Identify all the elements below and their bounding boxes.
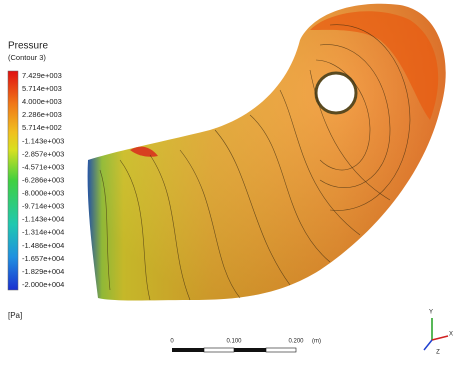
legend: Pressure (Contour 3) 7.429e+003 5.714e+00… — [8, 41, 64, 320]
screenshot: Pressure (Contour 3) 7.429e+003 5.714e+00… — [0, 0, 455, 366]
legend-label: -1.657e+004 — [22, 254, 64, 263]
legend-label: -2.857e+003 — [22, 149, 64, 158]
legend-label: 4.000e+003 — [22, 97, 62, 106]
color-bar — [8, 71, 18, 290]
legend-label: -1.143e+003 — [22, 136, 64, 145]
scale-bar: 0 0.100 0.200 (m) — [170, 339, 321, 352]
legend-label: -1.486e+004 — [22, 241, 64, 250]
legend-label: -8.000e+003 — [22, 189, 64, 198]
legend-label: 5.714e+003 — [22, 84, 62, 93]
legend-label: -1.143e+004 — [22, 215, 64, 224]
legend-subtitle: (Contour 3) — [8, 53, 46, 62]
axis-label: Z — [436, 350, 440, 356]
legend-label: 2.286e+003 — [22, 110, 62, 119]
legend-label: -6.286e+003 — [22, 175, 64, 184]
legend-unit: [Pa] — [8, 311, 22, 320]
scale-label: 0.100 — [226, 339, 242, 345]
scale-label: 0.200 — [288, 339, 304, 345]
legend-label: -4.571e+003 — [22, 162, 64, 171]
legend-label: -1.829e+004 — [22, 267, 64, 276]
axes-triad: Y X Z — [424, 310, 453, 356]
legend-label: -9.714e+003 — [22, 202, 64, 211]
scale-label: 0 — [170, 339, 174, 345]
axis-label: Y — [429, 310, 433, 316]
legend-label: 5.714e+002 — [22, 123, 62, 132]
axis-label: X — [449, 332, 453, 338]
legend-label: -1.314e+004 — [22, 228, 64, 237]
legend-labels: 7.429e+003 5.714e+003 4.000e+003 2.286e+003… — [22, 71, 64, 289]
volute-model — [88, 4, 446, 301]
legend-label: 7.429e+003 — [22, 71, 62, 80]
legend-title: Pressure — [8, 41, 48, 52]
scale-unit: (m) — [312, 339, 321, 345]
legend-label: -2.000e+004 — [22, 280, 64, 289]
